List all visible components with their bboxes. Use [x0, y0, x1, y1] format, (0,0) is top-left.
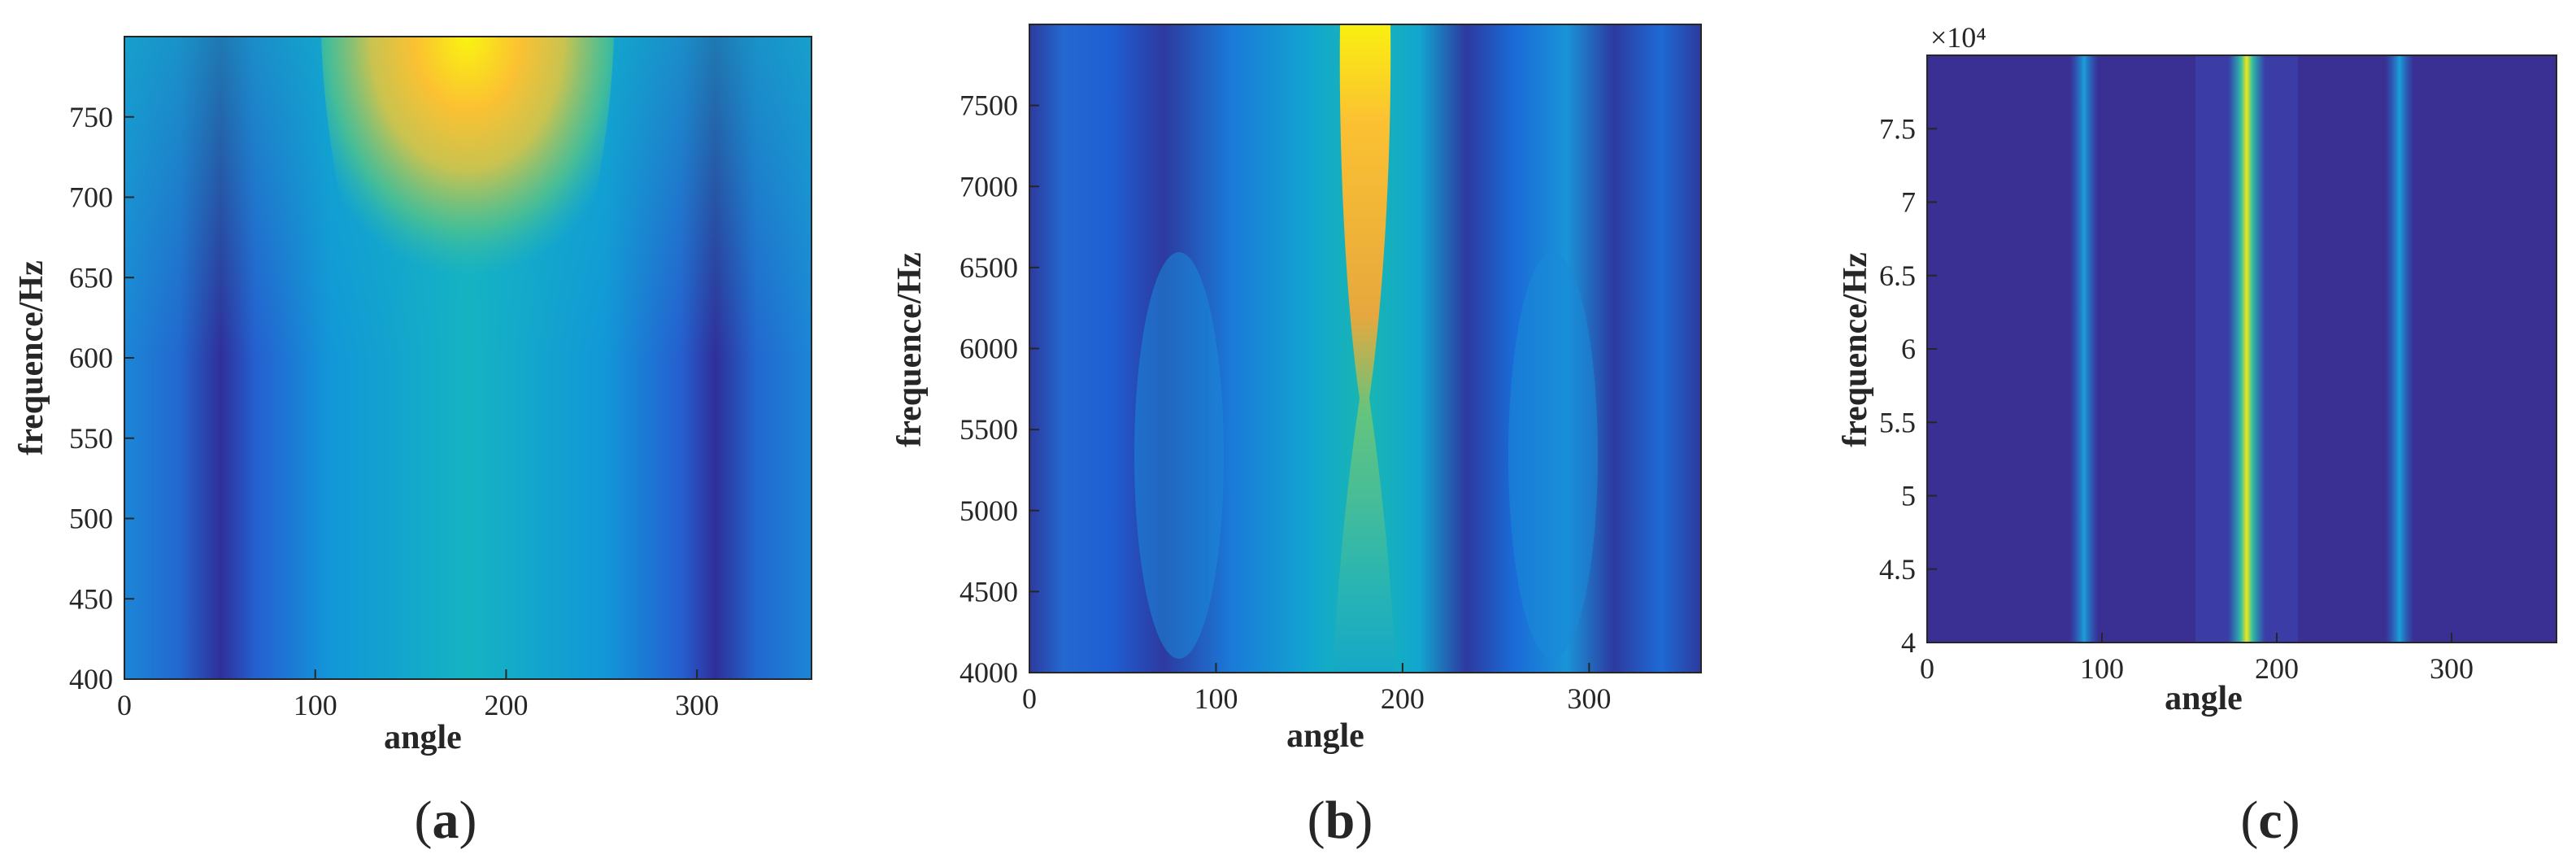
- x-tick-label-b: 300: [1567, 682, 1611, 715]
- heatmap-b: [1029, 24, 1701, 673]
- y-tick-label-a: 600: [69, 342, 113, 374]
- y-exponent-label-c: ×10⁴: [1930, 21, 1986, 54]
- y-tick-label-b: 7000: [959, 170, 1018, 203]
- y-tick-label-b: 4000: [959, 656, 1018, 689]
- y-tick-label-a: 750: [69, 101, 113, 133]
- x-tick-label-c: 200: [2255, 652, 2299, 685]
- x-tick-label-c: 300: [2430, 652, 2474, 685]
- y-axis-label-b: frequence/Hz: [891, 252, 929, 447]
- y-tick-label-c: 4: [1901, 626, 1916, 659]
- caption-c-letter: c: [2258, 791, 2282, 850]
- x-tick-label-b: 0: [1022, 682, 1037, 715]
- y-tick-label-b: 5500: [959, 413, 1018, 446]
- y-tick-label-b: 4500: [959, 575, 1018, 608]
- x-tick-label-a: 0: [117, 689, 132, 721]
- heatmap-c-line-270: [2385, 55, 2414, 643]
- x-tick-label-c: 100: [2080, 652, 2124, 685]
- y-tick-label-b: 7500: [959, 89, 1018, 122]
- y-tick-label-c: 7.5: [1879, 112, 1916, 145]
- heatmap-c-line-90: [2069, 55, 2099, 643]
- y-tick-label-b: 6000: [959, 333, 1018, 365]
- caption-c-open: (: [2240, 791, 2258, 850]
- x-tick-label-b: 200: [1381, 682, 1425, 715]
- heatmap-c-line-180: [2228, 55, 2265, 643]
- caption-c-close: ): [2282, 791, 2300, 850]
- x-tick-label-c: 0: [1920, 652, 1934, 685]
- x-tick-label-b: 100: [1194, 682, 1238, 715]
- y-tick-label-c: 4.5: [1879, 553, 1916, 586]
- ticks-a: 0 100 200 300 400 450 500 550 600 650 700 750: [69, 101, 719, 721]
- caption-a-letter: a: [433, 791, 459, 850]
- y-tick-label-a: 550: [69, 422, 113, 455]
- x-axis-label-a: angle: [384, 719, 462, 756]
- x-tick-label-a: 200: [484, 689, 528, 721]
- x-tick-label-a: 300: [675, 689, 719, 721]
- heatmap-b-lobe-left: [1134, 252, 1224, 659]
- heatmap-a-peak-region: [321, 37, 614, 439]
- caption-a: (a): [415, 791, 477, 850]
- caption-b-letter: b: [1325, 791, 1355, 850]
- x-tick-label-a: 100: [294, 689, 337, 721]
- caption-b-close: ): [1355, 791, 1373, 850]
- y-tick-label-b: 6500: [959, 251, 1018, 284]
- caption-a-open: (: [415, 791, 433, 850]
- x-axis-label-c: angle: [2165, 680, 2243, 717]
- y-tick-label-a: 500: [69, 503, 113, 535]
- caption-b-open: (: [1308, 791, 1325, 850]
- y-tick-label-a: 400: [69, 663, 113, 695]
- ticks-c: 0 100 200 300 4 4.5 5 5.5 6 6.5 7 7.5: [1879, 112, 2474, 685]
- caption-b: (b): [1308, 791, 1373, 850]
- ticks-b: 0 100 200 300 4000 4500 5000 5500 6000 6500 7000 75…: [959, 89, 1611, 715]
- x-axis-label-b: angle: [1286, 717, 1364, 755]
- caption-c: (c): [2240, 791, 2300, 850]
- heatmap-a: [124, 37, 812, 679]
- caption-a-close: ): [459, 791, 477, 850]
- heatmap-b-peak-region: [1334, 24, 1395, 673]
- y-tick-label-a: 450: [69, 582, 113, 615]
- y-tick-label-c: 6: [1901, 333, 1916, 365]
- panel-a: 0 100 200 300 400 450 500 550 600 650 700 750 angle…: [13, 36, 812, 850]
- y-tick-label-c: 5: [1901, 480, 1916, 512]
- y-axis-label-a: frequence/Hz: [13, 260, 50, 455]
- panel-c: 0 100 200 300 4 4.5 5 5.5 6 6.5 7 7.5 ×10⁴ angle fr…: [1837, 21, 2557, 850]
- y-tick-label-a: 700: [69, 181, 113, 214]
- heatmap-b-lobe-right: [1508, 252, 1598, 659]
- y-tick-label-c: 7: [1901, 186, 1916, 219]
- panel-b: 0 100 200 300 4000 4500 5000 5500 6000 6500 7000 75…: [891, 24, 1702, 850]
- y-tick-label-a: 650: [69, 261, 113, 294]
- y-tick-label-c: 5.5: [1879, 406, 1916, 438]
- y-tick-label-c: 6.5: [1879, 259, 1916, 292]
- heatmap-c: [1927, 55, 2556, 643]
- y-axis-label-c: frequence/Hz: [1837, 252, 1874, 447]
- y-tick-label-b: 5000: [959, 494, 1018, 527]
